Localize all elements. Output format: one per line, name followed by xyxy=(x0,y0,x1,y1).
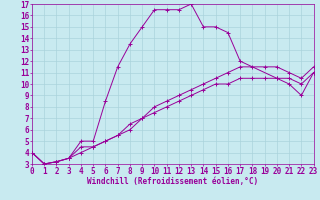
X-axis label: Windchill (Refroidissement éolien,°C): Windchill (Refroidissement éolien,°C) xyxy=(87,177,258,186)
